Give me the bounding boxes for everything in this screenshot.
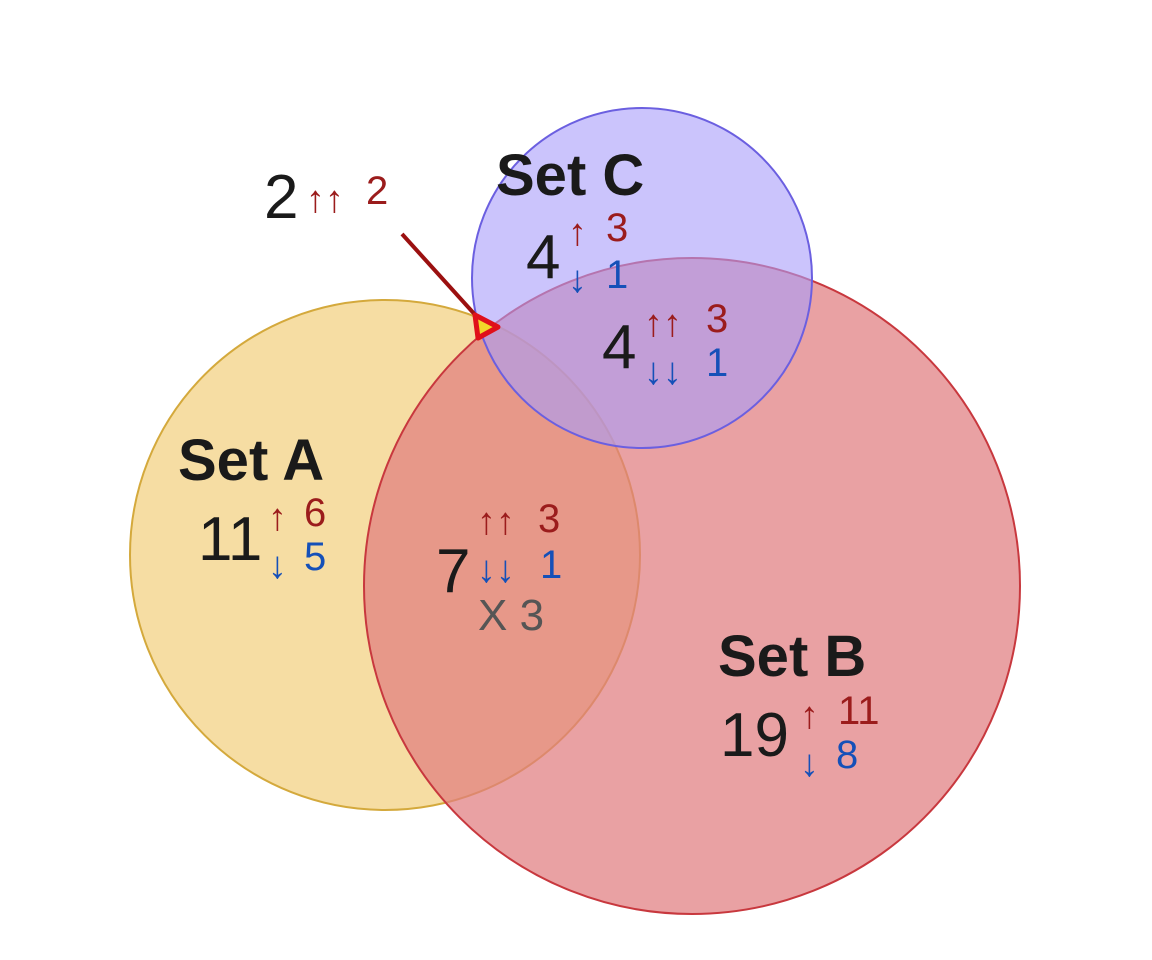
bc-intersection-total: 4 bbox=[602, 313, 636, 382]
bc-intersection-down-count: 1 bbox=[706, 341, 728, 385]
set-c-title: Set C bbox=[496, 143, 644, 208]
set-b-total: 19 bbox=[720, 701, 789, 770]
set-b-down-arrow: ↓ bbox=[800, 743, 819, 785]
triple-intersection-marker bbox=[472, 312, 501, 341]
abc-intersection-up-count: 2 bbox=[366, 169, 388, 213]
ab-intersection-up-count: 3 bbox=[538, 497, 560, 541]
triple-intersection-pointer bbox=[400, 232, 480, 320]
set-b-up-count: 11 bbox=[838, 689, 880, 733]
set-c-circle bbox=[471, 107, 813, 449]
set-b-title: Set B bbox=[718, 624, 866, 689]
abc-intersection-up-arrows: ↑↑ bbox=[306, 179, 344, 221]
set-c-down-arrow: ↓ bbox=[568, 259, 587, 301]
set-a-up-arrow: ↑ bbox=[268, 497, 287, 539]
set-c-up-arrow: ↑ bbox=[568, 212, 587, 254]
ab-intersection-up-arrows: ↑↑ bbox=[477, 501, 515, 543]
set-a-up-count: 6 bbox=[304, 491, 326, 535]
set-b-down-count: 8 bbox=[836, 733, 858, 777]
abc-intersection-total: 2 bbox=[264, 163, 298, 232]
bc-intersection-up-count: 3 bbox=[706, 297, 728, 341]
set-a-down-arrow: ↓ bbox=[268, 545, 287, 587]
set-a-down-count: 5 bbox=[304, 535, 326, 579]
set-c-down-count: 1 bbox=[606, 253, 628, 297]
ab-intersection-mixed-count: X 3 bbox=[478, 591, 544, 640]
ab-intersection-total: 7 bbox=[436, 537, 470, 606]
ab-intersection-down-arrows: ↓↓ bbox=[477, 549, 515, 591]
set-c-total: 4 bbox=[526, 223, 560, 292]
bc-intersection-up-arrows: ↑↑ bbox=[644, 303, 682, 345]
ab-intersection-down-count: 1 bbox=[540, 543, 562, 587]
set-b-up-arrow: ↑ bbox=[800, 695, 819, 737]
set-a-title: Set A bbox=[178, 428, 324, 493]
set-a-total: 11 bbox=[198, 505, 262, 574]
set-c-up-count: 3 bbox=[606, 206, 628, 250]
bc-intersection-down-arrows: ↓↓ bbox=[644, 351, 682, 393]
